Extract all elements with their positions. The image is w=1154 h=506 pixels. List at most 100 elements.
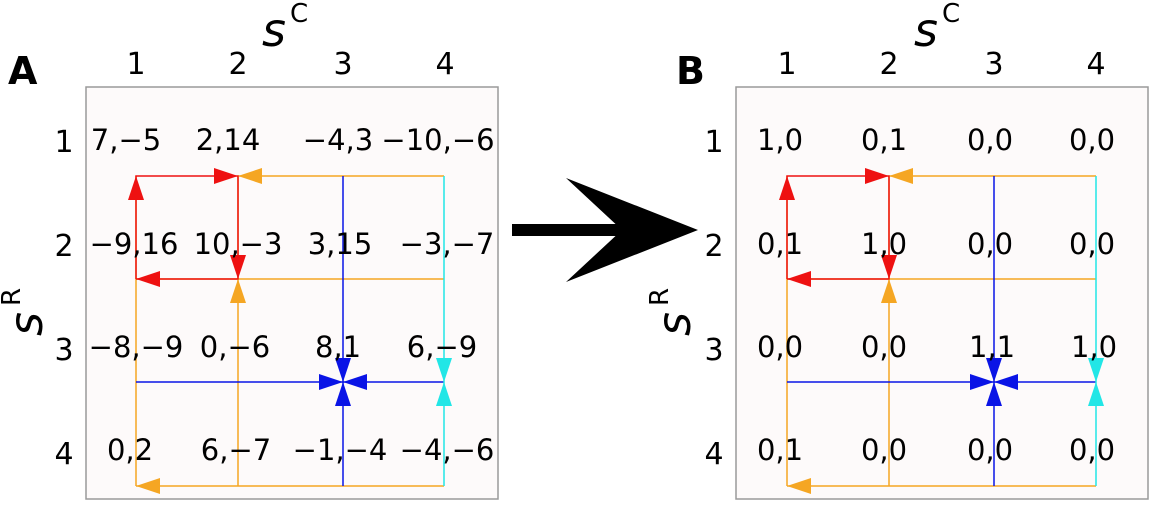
- panel-b-row-label: 1: [704, 125, 723, 160]
- blue-arrowhead: [986, 382, 1002, 406]
- orange-arrowhead: [787, 478, 811, 494]
- red-arrowhead: [230, 255, 246, 279]
- red-arrowhead: [128, 176, 144, 200]
- payoff-cell: 0,0: [967, 227, 1013, 261]
- payoff-cell: 0,−6: [200, 330, 270, 364]
- blue-arrowhead: [970, 374, 994, 390]
- red-arrowhead: [779, 176, 795, 200]
- panel-b-col-label: 4: [1086, 47, 1105, 82]
- transformation-arrow-shaft: [512, 224, 622, 236]
- panel-b: B s C 1 2 3 4 s R 1 2 3 4: [645, 0, 1149, 500]
- payoff-cell: 7,−5: [91, 123, 161, 157]
- transformation-arrow: [512, 178, 698, 282]
- blue-arrowhead: [319, 374, 343, 390]
- payoff-cell: 0,1: [861, 123, 907, 157]
- panel-b-col-labels: 1 2 3 4: [777, 47, 1105, 82]
- blue-arrowhead: [335, 382, 351, 406]
- payoff-cell: 10,−3: [194, 227, 283, 261]
- panel-b-row-labels: 1 2 3 4: [704, 125, 723, 472]
- payoff-cell: 0,2: [107, 433, 153, 467]
- panel-a-payoff-grid: 7,−5 2,14 −4,3 −10,−6 −9,16 10,−3 3,15 −…: [89, 123, 495, 467]
- panel-b-col-label: 3: [984, 47, 1003, 82]
- cyan-arrowhead: [436, 358, 452, 382]
- panel-b-col-superscript: C: [942, 0, 960, 29]
- panel-a-row-label: 2: [54, 229, 73, 264]
- payoff-cell: 0,0: [967, 433, 1013, 467]
- payoff-cell: 6,−7: [201, 433, 271, 467]
- panel-a-col-superscript: C: [290, 0, 308, 29]
- panel-b-row-axis-title: s R: [645, 288, 701, 336]
- panel-b-row-label: 3: [704, 333, 723, 368]
- payoff-cell: 1,0: [757, 123, 803, 157]
- panel-a-row-labels: 1 2 3 4: [54, 125, 73, 472]
- panel-b-letter: B: [676, 49, 705, 93]
- panel-b-row-label: 2: [704, 229, 723, 264]
- panel-b-col-axis-title: s C: [914, 0, 960, 57]
- panel-a-col-labels: 1 2 3 4: [126, 47, 454, 82]
- payoff-cell: 3,15: [308, 227, 373, 261]
- orange-arrowhead: [238, 168, 262, 184]
- payoff-cell: 1,1: [969, 330, 1015, 364]
- payoff-cell: 2,14: [196, 123, 261, 157]
- payoff-cell: 0,0: [757, 330, 803, 364]
- panel-a-matrix-box: [85, 86, 499, 500]
- panel-a-col-symbol: s: [262, 3, 286, 57]
- panel-a: A s C 1 2 3 4 s R 1 2 3 4: [0, 0, 499, 500]
- payoff-cell: −10,−6: [381, 123, 494, 157]
- panel-b-col-label: 2: [879, 47, 898, 82]
- red-arrowhead: [881, 255, 897, 279]
- panel-a-arrowheads: [128, 168, 452, 494]
- red-arrowhead: [865, 168, 889, 184]
- cyan-arrowhead: [1088, 382, 1104, 406]
- payoff-cell: 0,0: [861, 330, 907, 364]
- blue-arrowhead: [343, 374, 367, 390]
- payoff-cell: −4,−6: [400, 433, 495, 467]
- payoff-cell: 0,0: [967, 123, 1013, 157]
- payoff-cell: 0,0: [861, 433, 907, 467]
- panel-b-row-symbol: s: [647, 312, 701, 336]
- payoff-cell: 0,0: [1069, 433, 1115, 467]
- payoff-cell: −4,3: [303, 123, 373, 157]
- panel-a-row-superscript: R: [0, 288, 27, 306]
- orange-arrowhead: [230, 279, 246, 303]
- payoff-cell: −1,−4: [293, 433, 388, 467]
- payoff-cell: −9,16: [90, 227, 179, 261]
- payoff-cell: 6,−9: [407, 330, 477, 364]
- panel-a-col-label: 4: [435, 47, 454, 82]
- panel-b-col-label: 1: [777, 47, 796, 82]
- orange-arrowhead: [889, 168, 913, 184]
- payoff-cell: −3,−7: [400, 227, 495, 261]
- panel-a-letter: A: [8, 49, 38, 93]
- panel-a-col-label: 2: [228, 47, 247, 82]
- payoff-cell: 8,1: [315, 330, 361, 364]
- cyan-arrowhead: [436, 382, 452, 406]
- panel-a-row-label: 1: [54, 125, 73, 160]
- panel-b-matrix-box: [735, 86, 1149, 500]
- payoff-cell: 1,0: [861, 227, 907, 261]
- panel-a-row-label: 3: [54, 333, 73, 368]
- panel-a-col-label: 3: [333, 47, 352, 82]
- panel-b-payoff-grid: 1,0 0,1 0,0 0,0 0,1 1,0 0,0 0,0 0,0 0,0 …: [757, 123, 1117, 467]
- payoff-cell: −8,−9: [89, 330, 184, 364]
- payoff-cell: 0,0: [1069, 227, 1115, 261]
- panel-a-col-axis-title: s C: [262, 0, 308, 57]
- panel-b-col-symbol: s: [914, 3, 938, 57]
- payoff-cell: 1,0: [1071, 330, 1117, 364]
- orange-arrowhead: [881, 279, 897, 303]
- panel-a-row-symbol: s: [0, 312, 53, 336]
- blue-arrowhead: [994, 374, 1018, 390]
- panel-a-row-label: 4: [54, 437, 73, 472]
- payoff-cell: 0,1: [757, 433, 803, 467]
- blue-arrowhead: [986, 358, 1002, 382]
- panel-b-row-label: 4: [704, 437, 723, 472]
- panel-b-row-superscript: R: [645, 288, 675, 306]
- blue-arrowhead: [335, 358, 351, 382]
- transformation-arrow-head: [566, 178, 698, 282]
- red-arrowhead: [214, 168, 238, 184]
- red-arrowhead: [136, 271, 160, 287]
- orange-arrowhead: [136, 478, 160, 494]
- cyan-arrowhead: [1088, 358, 1104, 382]
- panel-a-row-axis-title: s R: [0, 288, 53, 336]
- red-arrowhead: [787, 271, 811, 287]
